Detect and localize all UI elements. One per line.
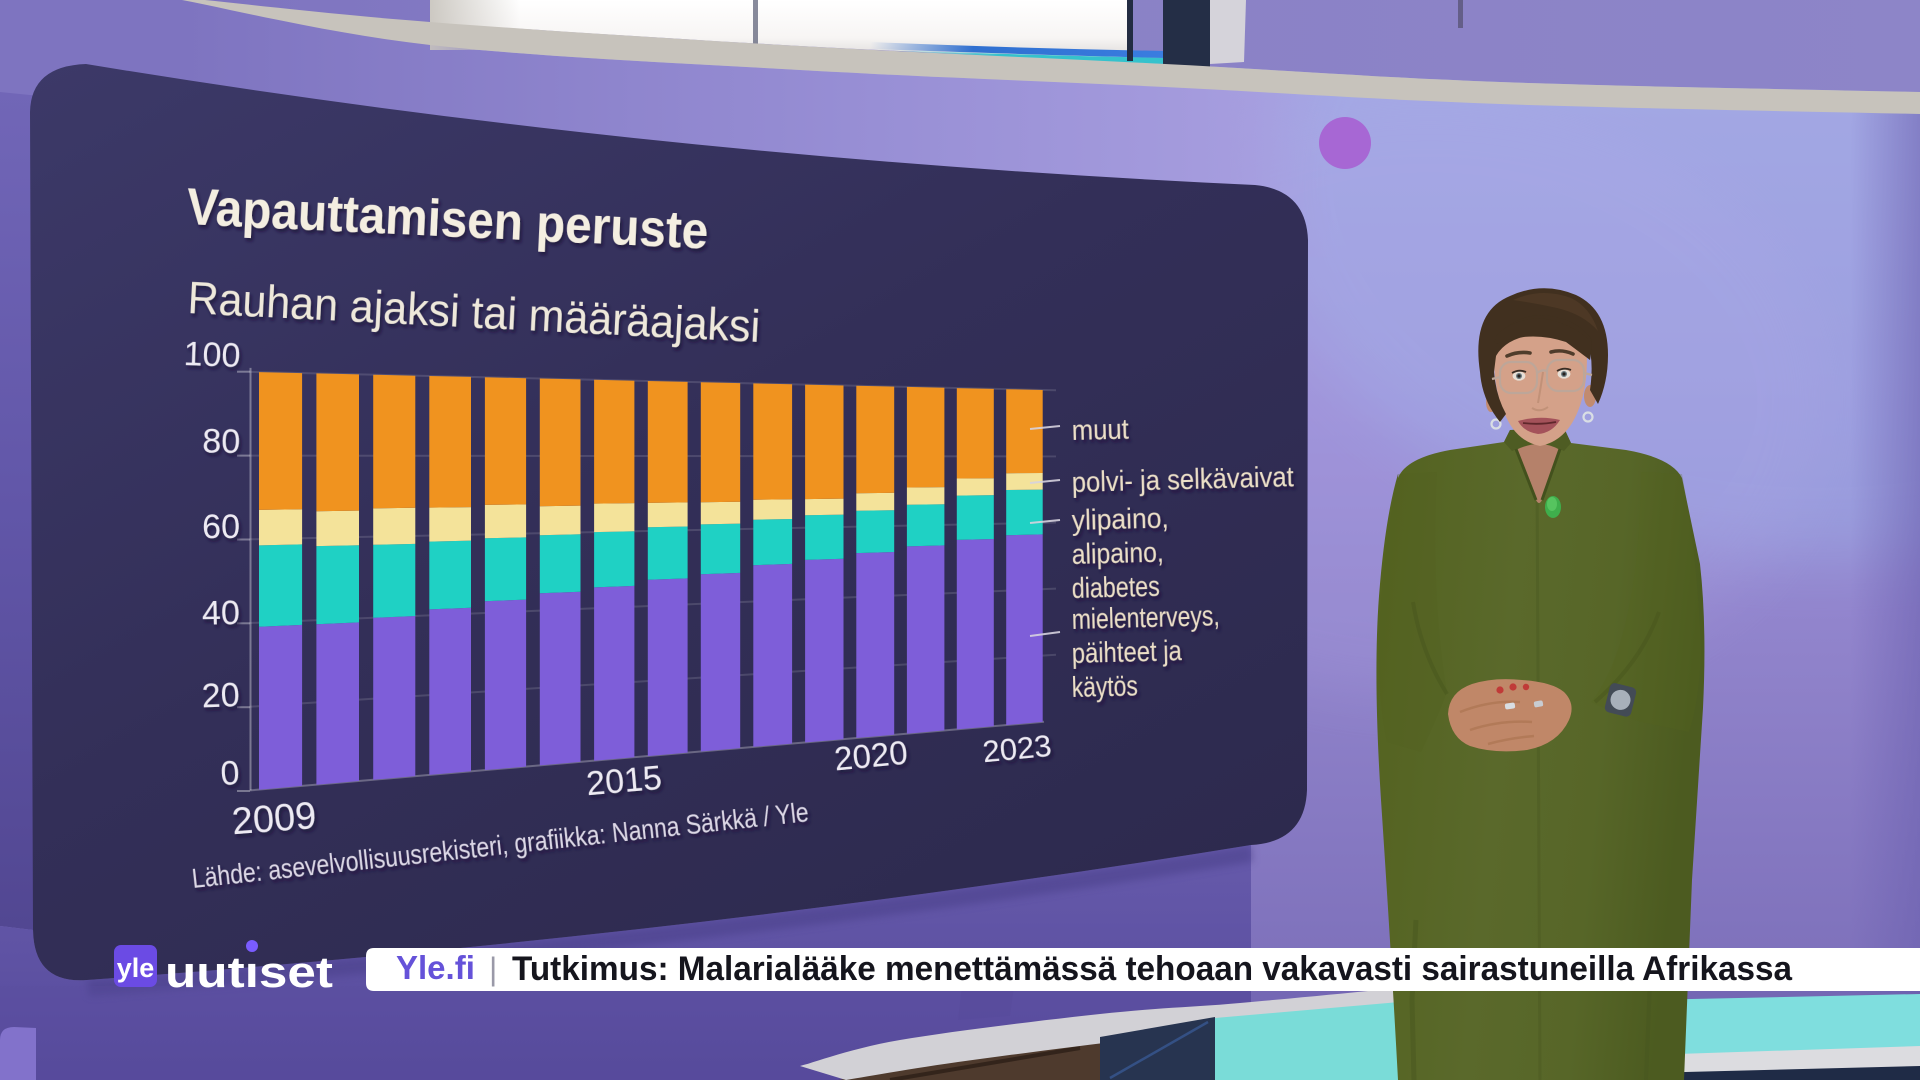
svg-text:Yle.fi: Yle.fi [396,949,475,986]
svg-text:diabetes: diabetes [1071,571,1160,605]
svg-text:mielenterveys,: mielenterveys, [1071,600,1220,636]
svg-text:20: 20 [201,676,240,715]
svg-text:2023: 2023 [981,728,1053,769]
svg-text:ylipaino,: ylipaino, [1071,502,1169,537]
svg-text:0: 0 [219,754,240,793]
svg-text:40: 40 [202,594,241,633]
svg-text:80: 80 [202,422,240,461]
svg-text:Tutkimus: Malarialääke menettä: Tutkimus: Malarialääke menettämässä teho… [512,950,1793,988]
svg-text:|: | [489,951,497,987]
svg-text:uutıset: uutıset [165,948,333,997]
svg-text:100: 100 [183,335,241,375]
svg-text:2015: 2015 [585,759,664,803]
svg-text:muut: muut [1071,414,1129,447]
svg-text:60: 60 [202,508,240,546]
svg-text:päihteet ja: päihteet ja [1071,635,1183,670]
svg-text:polvi- ja selkävaivat: polvi- ja selkävaivat [1071,461,1294,499]
svg-text:käytös: käytös [1071,670,1138,704]
svg-text:2020: 2020 [833,734,910,778]
svg-text:2009: 2009 [230,795,318,844]
svg-text:yle: yle [117,953,155,983]
svg-text:alipaino,: alipaino, [1071,537,1164,571]
